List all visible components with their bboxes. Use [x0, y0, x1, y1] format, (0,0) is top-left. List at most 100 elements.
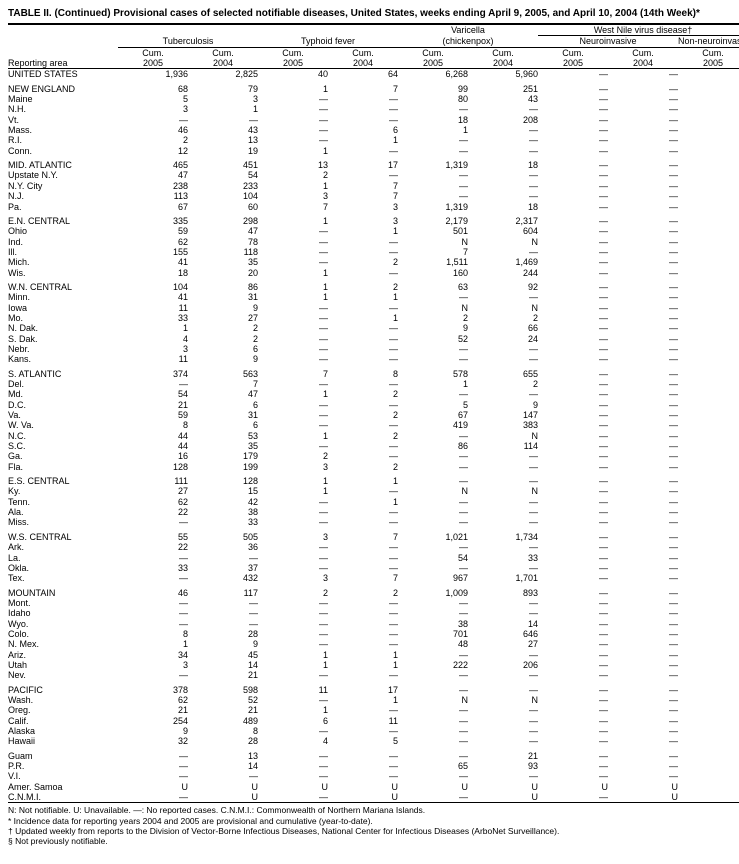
value-cell: — [678, 563, 739, 573]
area-cell: Colo. [8, 629, 118, 639]
col-typhoid-2004: Cum.2004 [328, 47, 398, 69]
value-cell: — [678, 226, 739, 236]
value-cell: 43 [468, 94, 538, 104]
value-cell: — [188, 598, 258, 608]
value-cell: 43 [188, 125, 258, 135]
value-cell: — [258, 619, 328, 629]
value-cell: 2 [328, 389, 398, 399]
value-cell: 6 [328, 125, 398, 135]
value-cell: — [258, 629, 328, 639]
table-row: Ga.161792—————— [8, 451, 739, 461]
value-cell: 501 [398, 226, 468, 236]
value-cell: — [118, 751, 188, 761]
value-cell: — [258, 608, 328, 618]
table-row: P.R.—14——6593——— [8, 761, 739, 771]
value-cell: — [398, 462, 468, 472]
value-cell: — [608, 476, 678, 486]
value-cell: — [398, 476, 468, 486]
table-row: Md.544712————— [8, 389, 739, 399]
value-cell: — [258, 257, 328, 267]
value-cell: — [538, 716, 608, 726]
value-cell: 1 [258, 389, 328, 399]
area-cell: W. Va. [8, 420, 118, 430]
value-cell: — [608, 216, 678, 226]
value-cell: — [468, 736, 538, 746]
area-cell: Wash. [8, 695, 118, 705]
value-cell: 18 [468, 160, 538, 170]
value-cell: — [538, 507, 608, 517]
area-cell: Tenn. [8, 497, 118, 507]
value-cell: 254 [118, 716, 188, 726]
value-cell: 64 [328, 69, 398, 80]
value-cell: 67 [118, 202, 188, 212]
value-cell: — [468, 247, 538, 257]
value-cell: 7 [258, 369, 328, 379]
col-tb-2004: Cum.2004 [188, 47, 258, 69]
value-cell: — [468, 771, 538, 781]
value-cell: 65 [398, 761, 468, 771]
value-cell: 104 [188, 191, 258, 201]
area-cell: Ind. [8, 237, 118, 247]
value-cell: — [538, 695, 608, 705]
value-cell: — [678, 476, 739, 486]
value-cell: — [538, 462, 608, 472]
value-cell: 1 [118, 323, 188, 333]
area-cell: Miss. [8, 517, 118, 527]
value-cell: 79 [188, 84, 258, 94]
table-row: N.Y. City23823317————— [8, 181, 739, 191]
value-cell: — [538, 705, 608, 715]
value-cell: — [398, 685, 468, 695]
value-cell: — [678, 517, 739, 527]
value-cell: — [258, 563, 328, 573]
value-cell: 17 [328, 160, 398, 170]
col-group-varicella-top: Varicella [398, 24, 538, 36]
value-cell: — [398, 736, 468, 746]
value-cell: — [258, 344, 328, 354]
value-cell: U [608, 792, 678, 803]
value-cell: — [258, 517, 328, 527]
value-cell: — [188, 771, 258, 781]
value-cell: 2 [468, 379, 538, 389]
table-row: Mich.4135—21,5111,469——— [8, 257, 739, 267]
table-row: V.I.————————— [8, 771, 739, 781]
value-cell: 55 [118, 532, 188, 542]
table-row: Guam—13———21——— [8, 751, 739, 761]
value-cell: 147 [468, 410, 538, 420]
value-cell: — [538, 202, 608, 212]
value-cell: — [608, 771, 678, 781]
value-cell: — [328, 247, 398, 257]
value-cell: 1 [328, 695, 398, 705]
value-cell: — [678, 588, 739, 598]
value-cell: — [398, 135, 468, 145]
value-cell: — [258, 507, 328, 517]
value-cell: — [398, 292, 468, 302]
table-row: Ill.155118——7———— [8, 247, 739, 257]
value-cell: — [538, 160, 608, 170]
value-cell: — [118, 771, 188, 781]
value-cell: 46 [118, 125, 188, 135]
footnote-section: § Not previously notifiable. [8, 836, 731, 846]
value-cell: — [258, 792, 328, 803]
value-cell: 8 [188, 726, 258, 736]
value-cell: 47 [118, 170, 188, 180]
value-cell: 44 [118, 441, 188, 451]
value-cell: — [608, 303, 678, 313]
table-row: Ohio5947—1501604——— [8, 226, 739, 236]
table-row: C.N.M.I.—U—U—U—U— [8, 792, 739, 803]
value-cell: — [538, 476, 608, 486]
table-row: Pa.6760731,31918——— [8, 202, 739, 212]
value-cell: — [538, 344, 608, 354]
value-cell: — [398, 354, 468, 364]
value-cell: 1 [258, 181, 328, 191]
value-cell: — [328, 726, 398, 736]
value-cell: — [538, 323, 608, 333]
value-cell: — [678, 323, 739, 333]
value-cell: U [188, 782, 258, 792]
value-cell: — [538, 670, 608, 680]
value-cell: — [678, 334, 739, 344]
table-row: Nev.—21——————— [8, 670, 739, 680]
value-cell: 489 [188, 716, 258, 726]
value-cell: — [258, 598, 328, 608]
col-group-wnv: West Nile virus disease† [538, 24, 739, 36]
value-cell: — [608, 507, 678, 517]
